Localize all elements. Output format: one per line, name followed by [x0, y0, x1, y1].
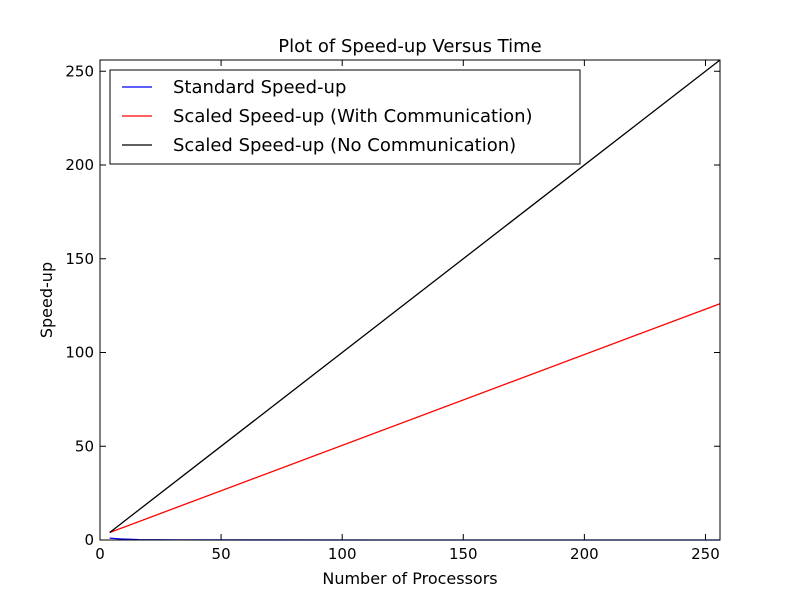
y-tick-label: 250 [65, 62, 94, 80]
y-axis-ticks: 0 50 100 150 200 250 [65, 62, 720, 549]
legend-label-3: Scaled Speed-up (No Communication) [173, 135, 516, 156]
x-tick-label: 200 [570, 545, 599, 563]
x-tick-label: 250 [691, 545, 720, 563]
plot-frame [99, 59, 721, 541]
legend: Standard Speed-up Scaled Speed-up (With C… [109, 69, 581, 165]
legend-label-1: Standard Speed-up [173, 77, 346, 98]
chart-title: Plot of Speed-up Versus Time [278, 36, 542, 57]
y-tick-label: 0 [84, 531, 94, 549]
x-tick-label: 100 [328, 545, 357, 563]
series-line-2 [109, 303, 721, 534]
y-tick-label: 200 [65, 156, 94, 174]
x-axis-ticks: 0 50 100 150 200 250 [95, 60, 720, 563]
y-axis-label: Speed-up [37, 262, 56, 338]
x-axis-label: Number of Processors [322, 569, 497, 588]
x-tick-label: 150 [449, 545, 478, 563]
legend-box [109, 69, 581, 165]
y-tick-label: 100 [65, 344, 94, 362]
x-tick-label: 50 [212, 545, 231, 563]
y-tick-label: 150 [65, 250, 94, 268]
x-tick-label: 0 [95, 545, 105, 563]
series-line-3 [109, 59, 721, 534]
legend-label-2: Scaled Speed-up (With Communication) [173, 106, 533, 127]
y-tick-label: 50 [75, 437, 94, 455]
